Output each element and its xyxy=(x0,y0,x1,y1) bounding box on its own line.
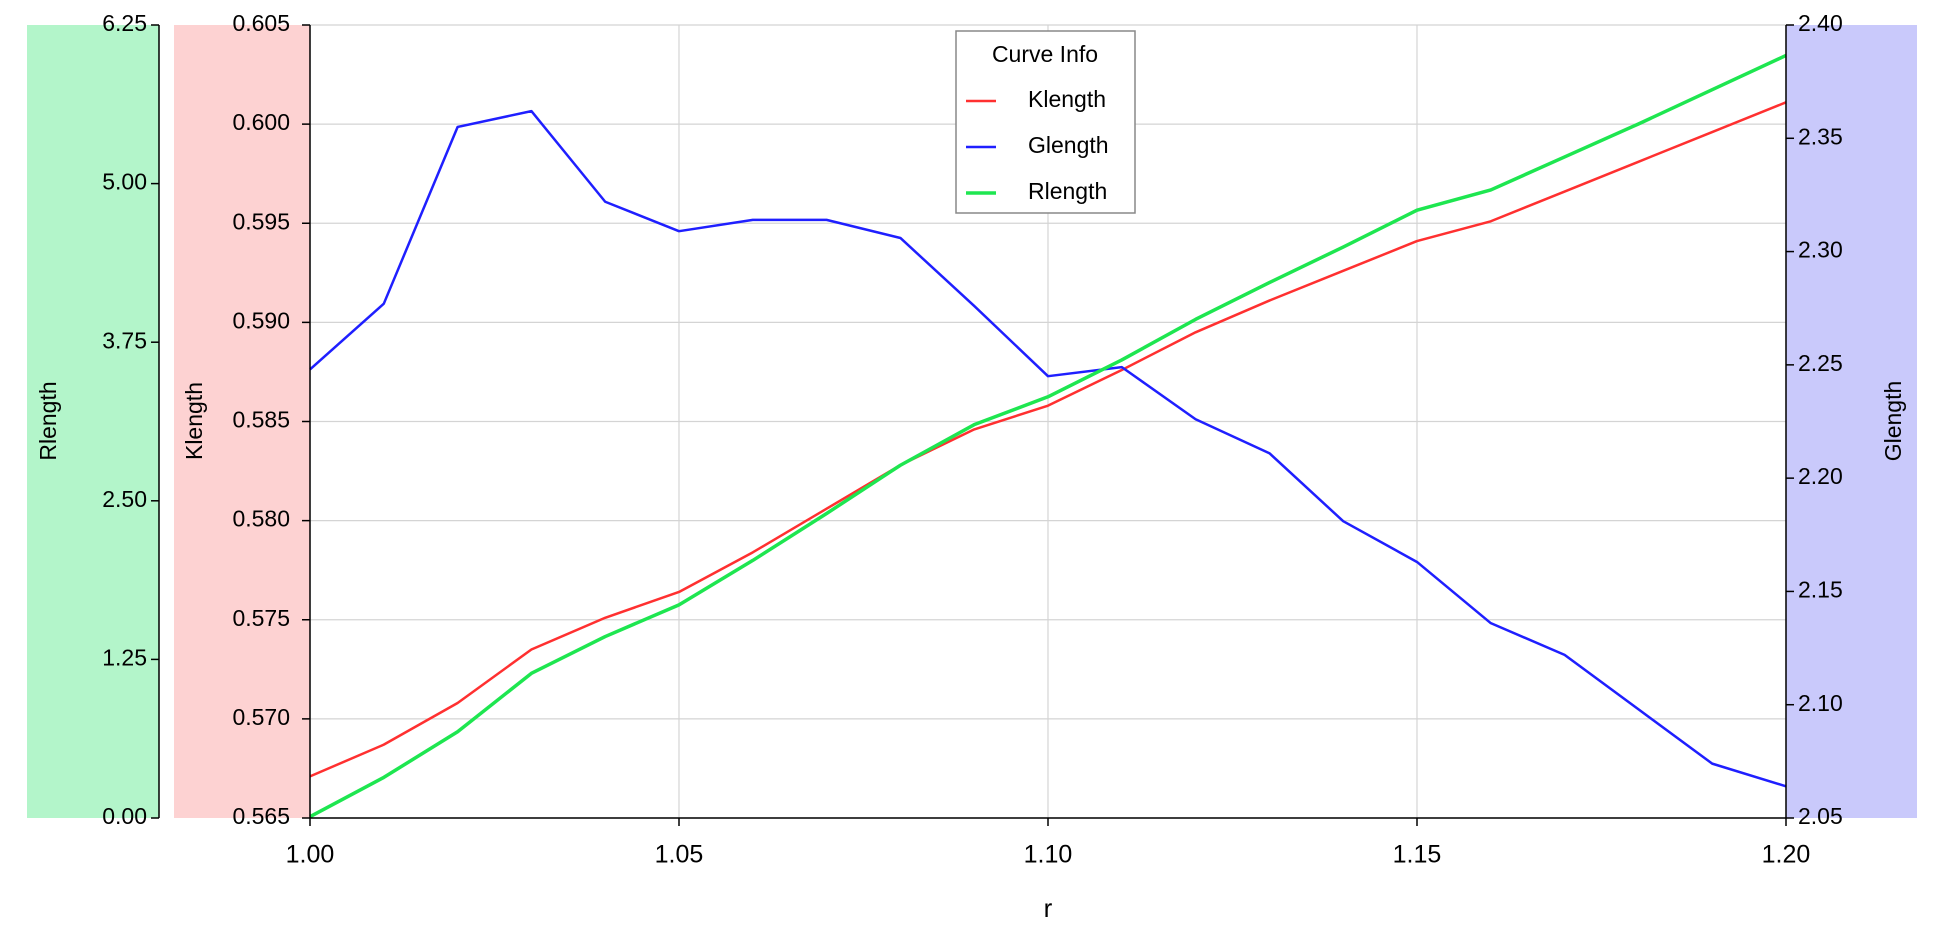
y2-tick-label: 2.20 xyxy=(1798,463,1843,489)
y2-tick-label: 2.35 xyxy=(1798,123,1843,149)
glength-axis-band xyxy=(1786,25,1917,818)
legend-label: Glength xyxy=(1028,132,1109,158)
y2-tick-label: 2.30 xyxy=(1798,237,1843,263)
x-tick-label: 1.00 xyxy=(286,841,335,869)
lines xyxy=(309,53,1787,819)
y-tick-label: 0.590 xyxy=(232,307,290,333)
y3-tick-label: 3.75 xyxy=(102,327,147,353)
klength-axis-band xyxy=(174,25,310,818)
series-line xyxy=(309,101,1787,778)
legend-label: Klength xyxy=(1028,86,1106,112)
legend-box xyxy=(955,30,1136,214)
y2-tick-label: 2.10 xyxy=(1798,690,1843,716)
x-tick-label: 1.15 xyxy=(1393,841,1442,869)
y-tick-label: 0.585 xyxy=(232,407,290,433)
y-tick-label: 0.605 xyxy=(232,10,290,36)
y2-tick-label: 2.15 xyxy=(1798,577,1843,603)
series-line xyxy=(309,109,1787,788)
legend: Curve Info Klength Glength Rlength xyxy=(955,30,1136,214)
rlength-axis-band xyxy=(27,25,159,818)
y2-tick-label: 2.05 xyxy=(1798,803,1843,829)
y3-tick-label: 1.25 xyxy=(102,644,147,670)
y-tick-label: 0.575 xyxy=(232,605,290,631)
legend-label: Rlength xyxy=(1028,178,1107,204)
x-tick-label: 1.20 xyxy=(1762,841,1811,869)
y2-axis-title: Glength xyxy=(1880,381,1906,462)
y-tick-label: 0.600 xyxy=(232,109,290,135)
y-axis-title: Klength xyxy=(181,382,207,460)
y3-tick-label: 0.00 xyxy=(102,803,147,829)
y3-axis-title: Rlength xyxy=(35,381,61,460)
y3-tick-label: 2.50 xyxy=(102,486,147,512)
x-axis-title: r xyxy=(1044,893,1053,923)
series-line xyxy=(309,53,1787,819)
y-tick-label: 0.580 xyxy=(232,506,290,532)
y3-tick-label: 6.25 xyxy=(102,10,147,36)
y2-tick-label: 2.40 xyxy=(1798,10,1843,36)
y-tick-label: 0.570 xyxy=(232,704,290,730)
y2-tick-label: 2.25 xyxy=(1798,350,1843,376)
x-tick-label: 1.10 xyxy=(1024,841,1073,869)
y3-tick-label: 5.00 xyxy=(102,169,147,195)
y-tick-label: 0.565 xyxy=(232,803,290,829)
y-tick-label: 0.595 xyxy=(232,208,290,234)
x-tick-label: 1.05 xyxy=(655,841,704,869)
legend-title: Curve Info xyxy=(992,41,1098,67)
